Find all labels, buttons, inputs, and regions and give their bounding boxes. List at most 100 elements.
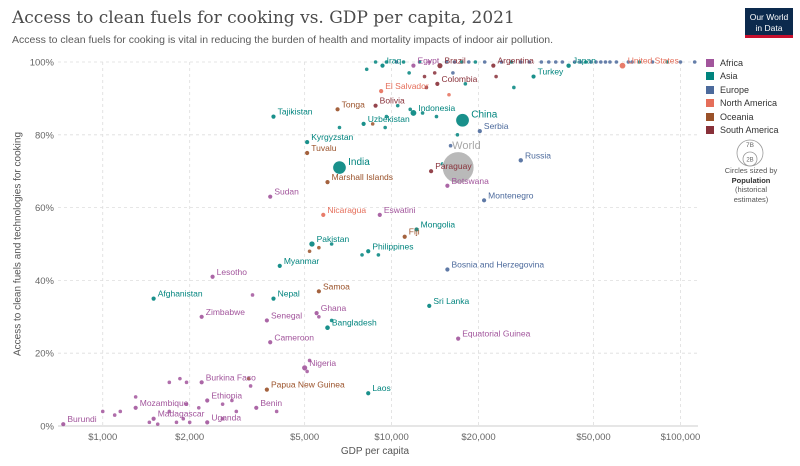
- data-point[interactable]: [448, 143, 453, 148]
- data-point-myanmar[interactable]: [277, 263, 282, 268]
- data-point[interactable]: [184, 402, 189, 406]
- data-point-paraguay[interactable]: [428, 169, 434, 174]
- data-point[interactable]: [608, 60, 612, 64]
- data-point[interactable]: [167, 380, 172, 385]
- data-point[interactable]: [572, 60, 577, 64]
- data-point-china[interactable]: [455, 113, 470, 128]
- data-point-brazil[interactable]: [437, 63, 443, 69]
- data-point-afghanistan[interactable]: [151, 296, 156, 301]
- data-point[interactable]: [447, 92, 451, 97]
- data-point[interactable]: [317, 245, 321, 250]
- data-point[interactable]: [184, 380, 189, 385]
- data-point[interactable]: [401, 60, 406, 64]
- data-point[interactable]: [384, 114, 389, 119]
- data-point-marshall-islands[interactable]: [325, 180, 330, 185]
- data-point-iraq[interactable]: [380, 63, 385, 68]
- data-point-turkey[interactable]: [531, 74, 536, 79]
- data-point-nepal[interactable]: [271, 296, 276, 301]
- data-point-madagascar[interactable]: [151, 416, 156, 421]
- data-point[interactable]: [452, 60, 457, 64]
- data-point-united-states[interactable]: [618, 62, 627, 70]
- data-point[interactable]: [187, 420, 192, 425]
- data-point-bolivia[interactable]: [373, 103, 378, 108]
- data-point-montenegro[interactable]: [481, 198, 487, 203]
- data-point-burundi[interactable]: [61, 422, 66, 427]
- data-point-sri-lanka[interactable]: [427, 303, 432, 308]
- data-point-lesotho[interactable]: [210, 274, 215, 279]
- data-point-russia[interactable]: [518, 158, 523, 163]
- data-point[interactable]: [460, 60, 464, 64]
- data-point[interactable]: [434, 114, 439, 119]
- data-point-argentina[interactable]: [491, 63, 496, 68]
- data-point[interactable]: [678, 60, 683, 64]
- data-point-tajikistan[interactable]: [271, 114, 276, 119]
- data-point[interactable]: [417, 60, 422, 64]
- data-point-bosnia-and-herzegovina[interactable]: [445, 267, 450, 272]
- data-point-ghana[interactable]: [314, 311, 319, 316]
- data-point-kyrgyzstan[interactable]: [305, 139, 310, 145]
- data-point[interactable]: [578, 60, 583, 64]
- data-point[interactable]: [494, 74, 498, 79]
- data-point[interactable]: [455, 133, 460, 137]
- data-point[interactable]: [589, 60, 593, 64]
- data-point[interactable]: [373, 60, 378, 64]
- data-point[interactable]: [329, 242, 334, 246]
- data-point-el-salvador[interactable]: [379, 89, 384, 94]
- data-point[interactable]: [451, 71, 455, 75]
- data-point-fiji[interactable]: [402, 234, 407, 239]
- data-point[interactable]: [384, 60, 389, 64]
- data-point-equatorial-guinea[interactable]: [456, 336, 461, 341]
- data-point[interactable]: [482, 60, 487, 64]
- data-point[interactable]: [395, 103, 400, 108]
- data-point[interactable]: [650, 60, 655, 64]
- data-point[interactable]: [553, 60, 558, 64]
- data-point[interactable]: [196, 406, 201, 410]
- data-point[interactable]: [246, 376, 251, 381]
- data-point-ethiopia[interactable]: [205, 398, 210, 403]
- legend-item-north-america[interactable]: North America: [706, 97, 779, 111]
- data-point-world[interactable]: [442, 151, 475, 184]
- data-point-serbia[interactable]: [477, 129, 482, 134]
- data-point[interactable]: [583, 60, 588, 64]
- legend-item-africa[interactable]: Africa: [706, 56, 779, 70]
- data-point[interactable]: [337, 125, 342, 130]
- data-point-pakistan[interactable]: [309, 241, 315, 247]
- data-point[interactable]: [274, 409, 279, 414]
- data-point[interactable]: [422, 74, 427, 79]
- data-point-tuvalu[interactable]: [305, 150, 310, 156]
- data-point-philippines[interactable]: [366, 249, 371, 254]
- data-point[interactable]: [174, 420, 179, 425]
- data-point[interactable]: [692, 60, 697, 64]
- data-point-india[interactable]: [332, 160, 347, 175]
- data-point[interactable]: [220, 416, 225, 421]
- data-point[interactable]: [432, 71, 437, 75]
- data-point[interactable]: [155, 422, 160, 426]
- data-point[interactable]: [133, 395, 138, 399]
- data-point-cameroon[interactable]: [268, 340, 273, 345]
- data-point[interactable]: [463, 82, 468, 86]
- data-point-nigeria[interactable]: [302, 365, 308, 371]
- data-point-egypt[interactable]: [411, 63, 416, 68]
- data-point[interactable]: [248, 384, 253, 388]
- data-point[interactable]: [408, 107, 413, 112]
- legend-item-europe[interactable]: Europe: [706, 83, 779, 97]
- data-point[interactable]: [427, 60, 432, 64]
- data-point-indonesia[interactable]: [410, 110, 417, 116]
- data-point[interactable]: [181, 416, 186, 421]
- data-point[interactable]: [614, 60, 619, 64]
- data-point[interactable]: [230, 398, 234, 403]
- legend-item-oceania[interactable]: Oceania: [706, 110, 779, 124]
- data-point-bangladesh[interactable]: [325, 325, 330, 331]
- data-point[interactable]: [560, 60, 565, 64]
- data-point-uganda[interactable]: [205, 420, 210, 425]
- data-point-tonga[interactable]: [335, 107, 340, 112]
- data-point[interactable]: [665, 60, 670, 64]
- data-point-burkina-faso[interactable]: [199, 380, 204, 385]
- data-point[interactable]: [147, 420, 152, 425]
- data-point[interactable]: [118, 409, 123, 414]
- data-point-colombia[interactable]: [435, 81, 440, 86]
- data-point-eswatini[interactable]: [377, 212, 382, 217]
- data-point[interactable]: [407, 71, 411, 75]
- data-point-mongolia[interactable]: [414, 227, 419, 232]
- legend-item-south-america[interactable]: South America: [706, 124, 779, 138]
